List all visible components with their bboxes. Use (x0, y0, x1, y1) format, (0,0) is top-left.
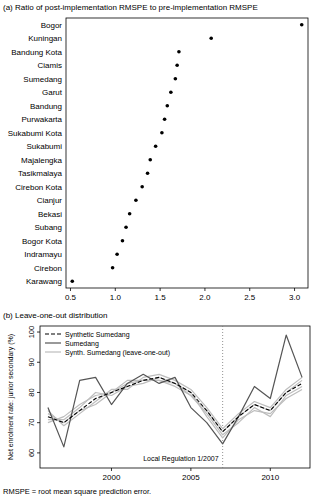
annotation: Local Regulation 1/2007 (143, 455, 219, 463)
dot (160, 131, 164, 135)
y-tick (37, 452, 40, 453)
event-line (222, 326, 223, 468)
dot (140, 185, 144, 189)
lines (48, 326, 302, 468)
x-tick-label: 3.0 (289, 293, 301, 302)
x-tick-label: 1.5 (155, 293, 167, 302)
category-label: Karawang (26, 277, 62, 286)
x-tick-label: 2010 (261, 473, 279, 482)
dot (111, 266, 115, 270)
y-tick (37, 362, 40, 363)
category-label: Bandung Kota (11, 48, 62, 57)
dot (128, 212, 132, 216)
x-tick-label: 2.0 (199, 293, 211, 302)
dot (169, 90, 173, 94)
legend-swatch (45, 351, 61, 352)
category-label: Indramayu (24, 250, 62, 259)
x-tick (70, 288, 71, 291)
category-label: Bogor (41, 21, 63, 30)
dot (163, 117, 167, 121)
legend-swatch (45, 333, 61, 334)
category-label: Cirebon (34, 264, 62, 273)
category-label: Sukabumi (26, 142, 62, 151)
dot (154, 144, 158, 148)
chart-dot: (a) Ratio of post-implementation RMSPE t… (3, 3, 308, 302)
category-label: Bogor Kota (22, 237, 63, 246)
category-label: Purwakarta (22, 115, 63, 124)
category-label: Subang (34, 223, 62, 232)
series-line (48, 380, 302, 434)
chart-title: (b) Leave-one-out distribution (3, 311, 108, 320)
series-line (48, 335, 302, 447)
x-tick (111, 468, 112, 471)
y-tick (37, 392, 40, 393)
dot (115, 252, 119, 256)
category-label: Sukabumi Kota (8, 129, 63, 138)
dot (175, 63, 179, 67)
series-line (48, 377, 302, 437)
category-label: Garut (42, 88, 63, 97)
series-line (48, 377, 302, 431)
plot-frame (40, 326, 310, 468)
dots (70, 23, 303, 283)
chart-title: (a) Ratio of post-implementation RMSPE t… (3, 3, 258, 12)
category-label: Majalengka (21, 156, 62, 165)
dot (134, 198, 138, 202)
x-tick (115, 288, 116, 291)
dot (209, 36, 213, 40)
chart-line: (b) Leave-one-out distribution 2000 2005 20… (3, 311, 310, 482)
dot (148, 158, 152, 162)
y-tick-label: 60 (27, 449, 36, 457)
footnote: RMSPE = root mean square prediction erro… (3, 487, 151, 496)
plot-frame (66, 18, 308, 288)
category-label: Bandung (30, 102, 62, 111)
legend-label: Synth. Sumedang (leave-one-out) (65, 349, 170, 357)
dot (121, 239, 125, 243)
x-tick (270, 468, 271, 471)
y-tick-label: 70 (27, 419, 36, 427)
y-tick (37, 422, 40, 423)
x-tick-label: 2000 (103, 473, 121, 482)
x-tick-label: 0.5 (65, 293, 77, 302)
y-tick-label: 100 (27, 326, 36, 339)
x-tick-label: 2005 (182, 473, 200, 482)
y-tick (37, 332, 40, 333)
dot (124, 225, 128, 229)
dot (70, 279, 74, 283)
x-tick (190, 468, 191, 471)
legend: Synthetic SumedangSumedangSynth. Sumedan… (45, 331, 170, 357)
y-axis-label: Net enrolment rate: junior secondary (%) (7, 334, 15, 460)
legend-label: Synthetic Sumedang (65, 331, 130, 339)
category-label: Sumedang (23, 75, 62, 84)
x-tick (249, 288, 250, 291)
category-label: Tasikmalaya (18, 169, 63, 178)
y-tick-label: 80 (27, 388, 36, 396)
dot (300, 23, 304, 27)
figure: (a) Ratio of post-implementation RMSPE t… (0, 0, 314, 500)
x-tick (160, 288, 161, 291)
category-label: Cianjur (37, 196, 63, 205)
legend-label: Sumedang (65, 340, 99, 348)
dot (146, 171, 150, 175)
category-label: Bekasi (38, 210, 62, 219)
x-tick (204, 288, 205, 291)
dot (177, 50, 181, 54)
category-label: Kuningan (28, 34, 62, 43)
dot (165, 104, 169, 108)
y-tick-label: 90 (27, 358, 36, 366)
x-tick (294, 288, 295, 291)
x-tick-label: 1.0 (110, 293, 122, 302)
category-label: Ciamis (38, 61, 62, 70)
x-tick-label: 2.5 (244, 293, 256, 302)
category-label: Cirebon Kota (15, 183, 62, 192)
dot (174, 77, 178, 81)
legend-swatch (45, 342, 61, 343)
